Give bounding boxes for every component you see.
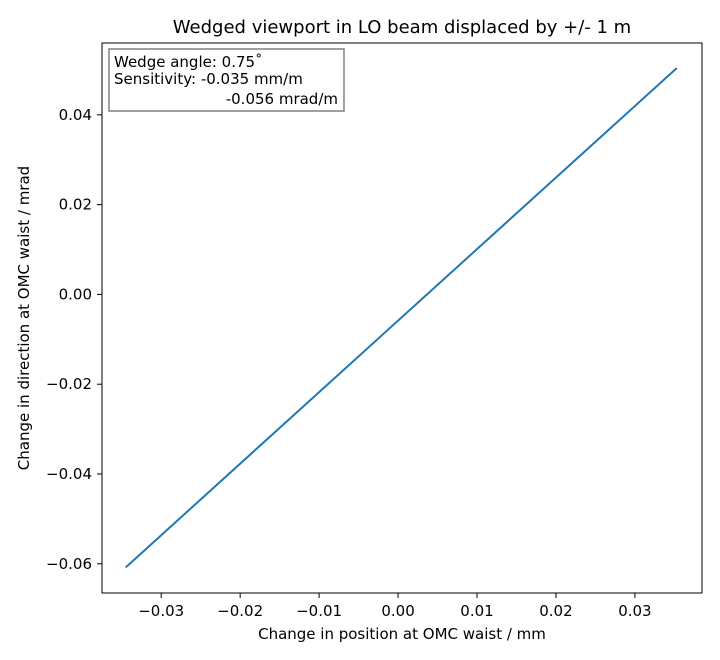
annotation-box: Wedge angle: 0.75˚ Sensitivity: -0.035 m… (108, 48, 345, 112)
plot-area (125, 67, 678, 569)
annotation-line-3: -0.056 mrad/m (226, 90, 338, 108)
y-tick-label: 0.00 (59, 285, 92, 303)
x-axis-label: Change in position at OMC waist / mm (258, 625, 546, 643)
x-tick-label: 0.03 (618, 602, 651, 620)
y-tick-label: −0.02 (46, 375, 92, 393)
y-tick-label: 0.04 (59, 106, 92, 124)
x-tick-label: 0.01 (460, 602, 493, 620)
x-axis-ticks: −0.03 −0.02 −0.01 0.00 0.01 0.02 0.03 (138, 593, 652, 620)
x-tick-label: −0.01 (296, 602, 342, 620)
axes-frame (101, 42, 703, 594)
x-tick-label: 0.00 (381, 602, 414, 620)
annotation-frame (108, 48, 345, 112)
y-tick-label: −0.06 (46, 555, 92, 573)
annotation-line-1: Wedge angle: 0.75˚ (114, 53, 263, 71)
y-tick-label: −0.04 (46, 465, 92, 483)
y-axis-label: Change in direction at OMC waist / mrad (15, 166, 33, 470)
x-tick-label: −0.02 (217, 602, 263, 620)
x-tick-label: 0.02 (539, 602, 572, 620)
annotation-line-2: Sensitivity: -0.035 mm/m (114, 70, 303, 88)
x-tick-label: −0.03 (138, 602, 184, 620)
y-axis-ticks: −0.06 −0.04 −0.02 0.00 0.02 0.04 (46, 106, 102, 573)
series-line-0 (125, 67, 678, 569)
chart-title: Wedged viewport in LO beam displaced by … (173, 17, 631, 38)
y-tick-label: 0.02 (59, 196, 92, 214)
